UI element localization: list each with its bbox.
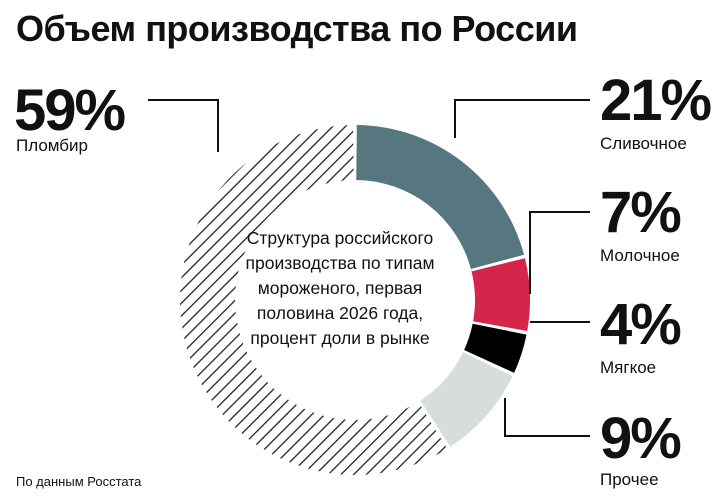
slice-value-prochee: 9% [600, 406, 682, 471]
slice-value-slivochnoe: 21% [600, 68, 712, 133]
slice-slivochnoe [356, 125, 525, 269]
source-note: По данным Росстата [16, 474, 142, 489]
slice-plombir [179, 125, 448, 476]
leader-slivochnoe [454, 99, 590, 138]
slice-value-myagkoe: 4% [600, 292, 682, 357]
slice-label-myagkoe: Мягкое [600, 358, 657, 377]
slice-value-plombir: 59% [14, 78, 126, 143]
slice-label-prochee: Прочее [600, 470, 659, 489]
chart-description: Структура российского производства по ти… [245, 228, 435, 348]
slice-label-slivochnoe: Сливочное [600, 134, 687, 153]
slice-label-molochnoe: Молочное [600, 246, 680, 265]
slice-myagkoe [464, 323, 527, 373]
leader-plombir [148, 99, 219, 152]
leader-prochee [504, 398, 590, 437]
slice-value-molochnoe: 7% [600, 180, 682, 245]
slice-molochnoe [471, 258, 530, 331]
page-title: Объем производства по России [16, 8, 578, 49]
slice-prochee [420, 352, 513, 447]
leader-molochnoe [529, 211, 590, 294]
slice-label-plombir: Пломбир [16, 136, 88, 155]
